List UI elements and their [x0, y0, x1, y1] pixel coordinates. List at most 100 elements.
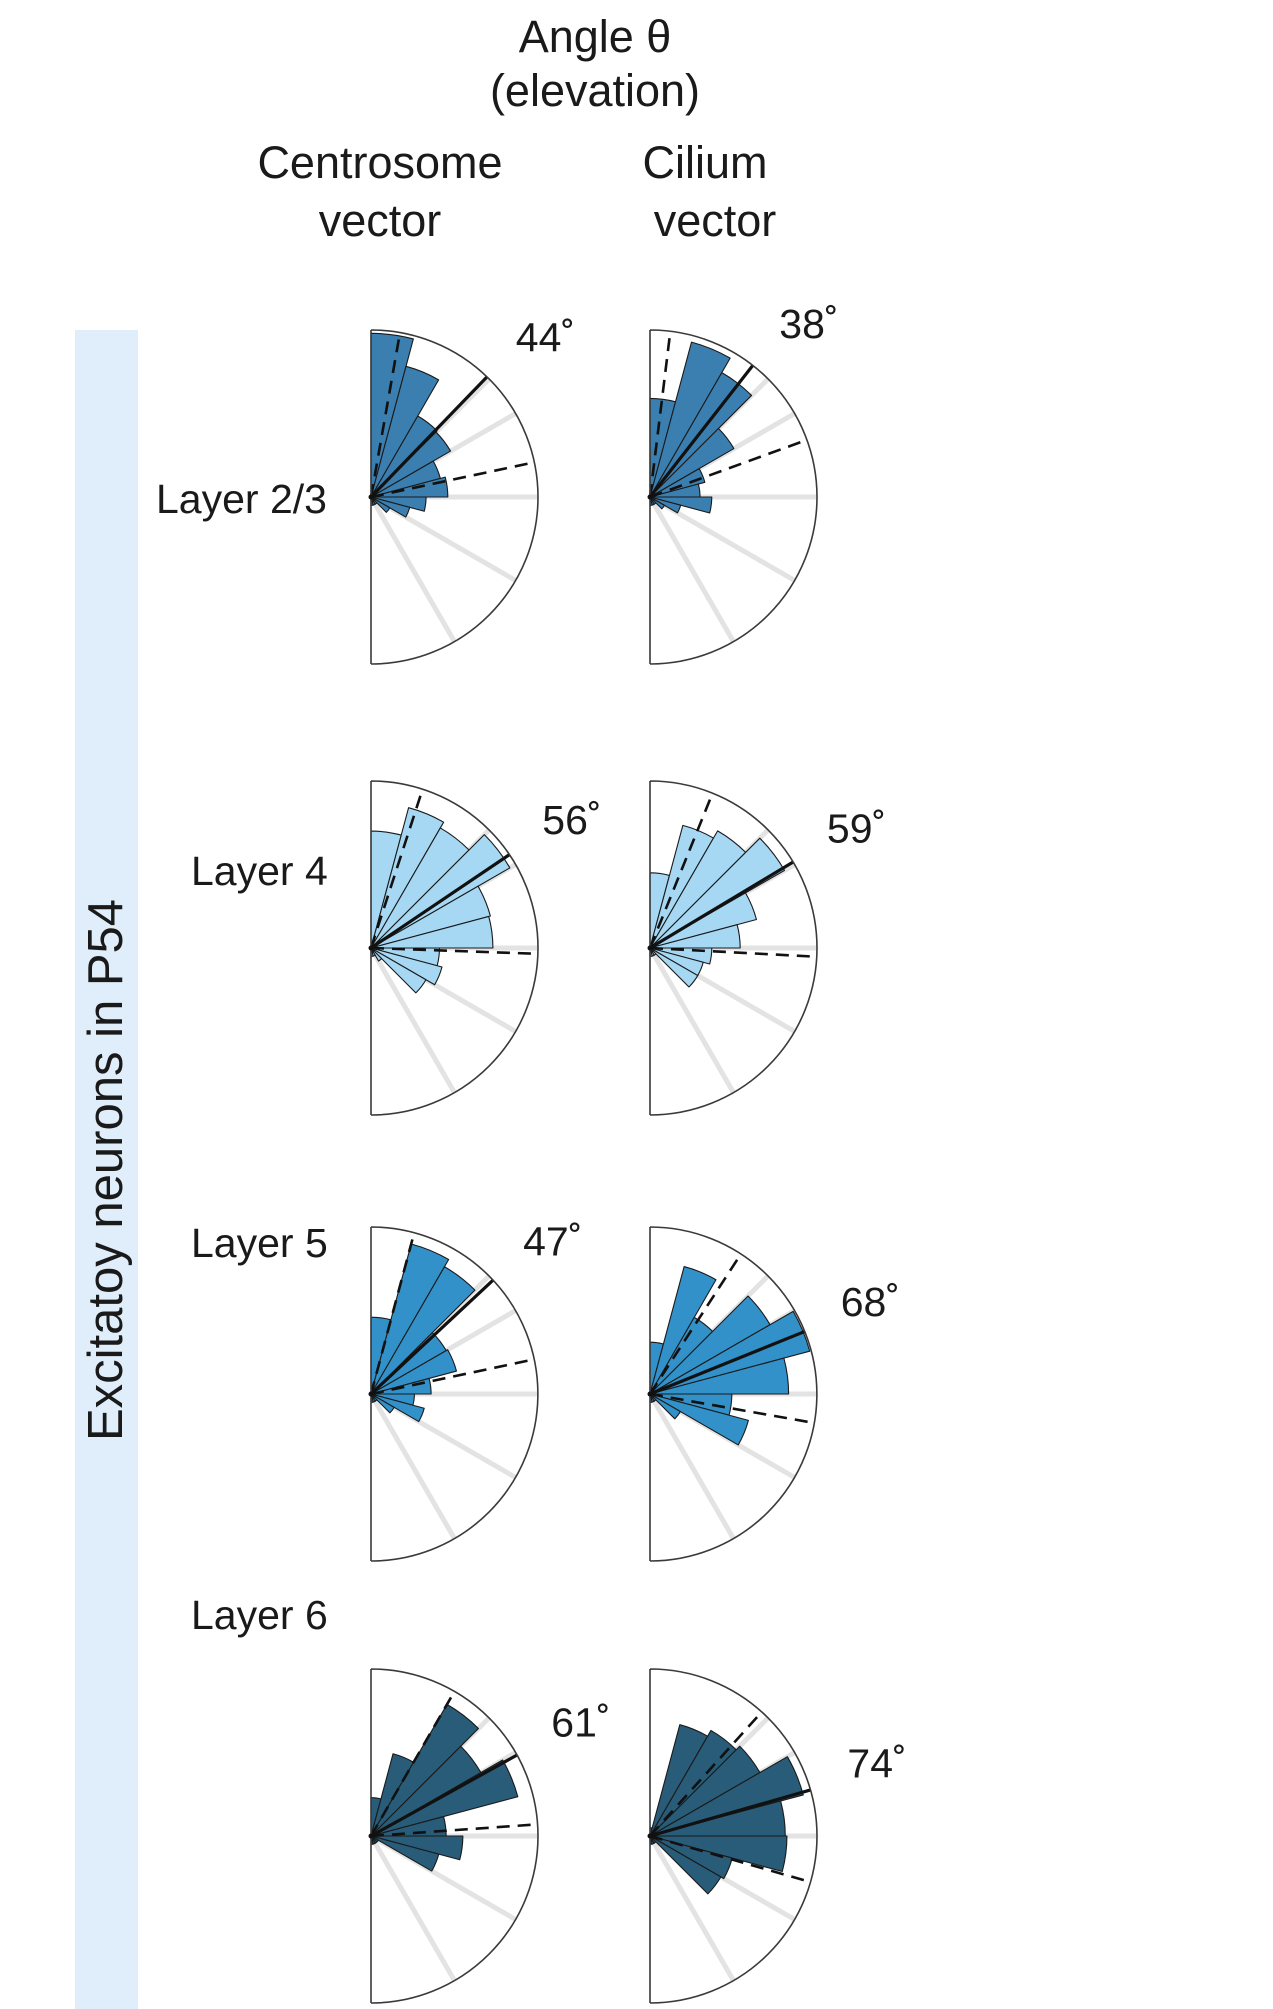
panel-layer-4-cilium-bar-6: [649, 924, 741, 949]
panel-layer-5-centrosome-bar-9: [370, 1393, 395, 1414]
panel-layer-4-cilium-mean-label: 59˚: [827, 806, 886, 852]
panel-layer-5-centrosome-bound-line-1: [369, 1232, 416, 1395]
panel-layer-5-cilium-bar-8: [649, 1393, 749, 1446]
panel-layer-4-centrosome-bound-line-2: [370, 946, 538, 956]
panel-layer-2-3-centrosome-origin: [368, 494, 374, 500]
panel-layer-6-cilium-mean-label: 74˚: [847, 1741, 906, 1787]
panel-layer-4-cilium: 59˚: [647, 780, 886, 1116]
panel-layer-6-cilium-bar-8: [649, 1835, 733, 1880]
panel-layer-4-centrosome-mean-line: [370, 853, 511, 950]
panel-layer-2-3-centrosome-bar-4: [370, 431, 452, 498]
panel-layer-2-3-centrosome-mean-line: [369, 375, 489, 499]
panel-layer-4-centrosome-grid-line: [368, 946, 457, 1094]
panel-layer-2-3-cilium: 38˚: [647, 301, 839, 665]
panel-layer-5-cilium-grid-line: [647, 1392, 736, 1540]
panel-layer-4-centrosome-bar-4: [370, 834, 511, 949]
header-elevation: (elevation): [489, 65, 701, 116]
panel-layer-4-cilium-bar-5: [649, 892, 758, 949]
row-label-layer-5: Layer 5: [191, 1220, 328, 1266]
panel-layer-4-cilium-grid-line: [647, 946, 736, 1094]
panel-layer-4-centrosome: 56˚: [368, 780, 602, 1116]
panel-layer-5-cilium-mean-line: [649, 1329, 806, 1396]
panel-layer-2-3-cilium-bar-2: [649, 341, 731, 498]
panel-layer-2-3-centrosome-bar-9: [370, 496, 391, 513]
panel-layer-6-cilium: 74˚: [647, 1668, 907, 2004]
panel-layer-5-cilium-bar-2: [649, 1266, 717, 1395]
panel-layer-2-3-centrosome-bar-2: [370, 365, 440, 498]
panel-layer-4-centrosome-mean-label: 56˚: [542, 797, 601, 843]
panel-layer-4-cilium-bar-9: [649, 947, 699, 988]
panel-layer-5-cilium-bound-line-1: [648, 1253, 743, 1395]
panel-layer-5-centrosome-origin: [368, 1391, 374, 1397]
panel-layer-6-cilium-mean-line: [649, 1788, 811, 1838]
panel-layer-5-cilium: 68˚: [647, 1226, 900, 1562]
panel-layer-2-3-cilium-grid-line: [647, 495, 736, 643]
panel-layer-6-cilium-bar-5: [649, 1756, 804, 1837]
panel-layer-5-cilium-bound-line-2: [649, 1392, 815, 1425]
panel-layer-6-centrosome-origin: [368, 1833, 374, 1839]
panel-layer-2-3-centrosome-mean-label: 44˚: [516, 314, 575, 360]
panel-layer-6-centrosome-bound-line-1: [369, 1690, 456, 1837]
panel-layer-5-centrosome-bound-line-2: [370, 1358, 535, 1396]
panel-layer-2-3-centrosome-bound-line-1: [369, 332, 402, 498]
column-header-centrosome: Centrosome: [257, 137, 503, 188]
panel-layer-4-centrosome-bar-2: [370, 807, 445, 949]
panel-layer-6-centrosome-grid-line: [368, 1834, 457, 1982]
panel-layer-2-3-cilium-bar-4: [649, 427, 735, 498]
panel-layer-2-3-cilium-origin: [647, 494, 653, 500]
panel-layer-2-3-centrosome-bar-6: [370, 476, 449, 498]
panel-layer-2-3-centrosome-bound-line-2: [370, 461, 535, 499]
panel-layer-4-centrosome-bar-5: [370, 885, 491, 949]
panel-layer-6-cilium-grid-line: [647, 1834, 736, 1982]
panel-layer-5-centrosome-bar-6: [370, 1377, 432, 1395]
panel-layer-4-centrosome-bar-8: [370, 947, 443, 986]
panel-layer-5-centrosome-mean-label: 47˚: [523, 1219, 582, 1265]
panel-layer-6-centrosome-bound-line-2: [370, 1823, 538, 1838]
panel-layer-4-cilium-bound-line-2: [649, 946, 817, 959]
panel-layer-4-cilium-origin: [647, 945, 653, 951]
column-header-centrosome-vector: vector: [318, 195, 442, 246]
panel-layer-4-centrosome-bar-9: [370, 947, 427, 994]
panel-layer-2-3-centrosome-bar-3: [370, 415, 438, 498]
panel-layer-4-cilium-bound-line-1: [648, 792, 714, 949]
column-header-cilium-vector: vector: [653, 195, 777, 246]
row-label-layer-6: Layer 6: [191, 1592, 328, 1638]
panel-layer-6-cilium-origin: [647, 1833, 653, 1839]
panel-layer-2-3-cilium-bar-5: [649, 468, 706, 498]
row-label-layer-4: Layer 4: [191, 848, 328, 894]
panel-layer-5-centrosome-bar-3: [370, 1266, 476, 1395]
panel-layer-4-centrosome-bar-10: [370, 947, 383, 962]
panel-layer-5-cilium-bar-6: [649, 1357, 790, 1395]
panel-layer-6-cilium-bound-line-1: [649, 1711, 763, 1837]
panel-layer-6-cilium-bar-9: [649, 1835, 722, 1895]
panel-layer-2-3-centrosome: 44˚: [368, 314, 575, 665]
panel-layer-4-cilium-mean-line: [649, 860, 794, 950]
side-label-band: [75, 330, 138, 2009]
panel-layer-5-centrosome-bar-8: [370, 1393, 425, 1423]
panel-layer-5-centrosome-mean-line: [369, 1278, 495, 1396]
panel-layer-6-cilium-bound-line-2: [649, 1834, 811, 1884]
panel-layer-2-3-cilium-mean-label: 38˚: [779, 301, 838, 347]
panel-layer-2-3-cilium-bound-line-2: [649, 438, 808, 499]
panel-layer-2-3-cilium-bound-line-1: [648, 331, 672, 498]
panel-layer-5-centrosome: 47˚: [368, 1219, 582, 1562]
panel-layer-6-centrosome-mean-label: 61˚: [551, 1700, 610, 1746]
panel-layer-4-centrosome-bound-line-1: [369, 788, 424, 949]
panel-layer-5-cilium-mean-label: 68˚: [841, 1279, 900, 1325]
row-label-layer-2-3: Layer 2/3: [156, 476, 327, 522]
panel-layer-6-centrosome-mean-line: [370, 1753, 518, 1838]
header-angle-theta: Angle θ: [518, 11, 672, 62]
panel-layer-5-centrosome-grid-line: [368, 1392, 457, 1540]
column-header-cilium: Cilium: [642, 137, 768, 188]
panel-layer-5-cilium-bar-9: [649, 1393, 681, 1420]
panel-layer-6-centrosome-bar-8: [370, 1835, 440, 1872]
panel-layer-6-centrosome: 61˚: [368, 1668, 611, 2004]
panel-layer-4-cilium-bar-4: [649, 837, 786, 949]
panel-layer-4-centrosome-origin: [368, 945, 374, 951]
panel-layer-4-centrosome-bar-6: [370, 915, 494, 949]
panel-layer-2-3-centrosome-grid-line: [368, 495, 457, 643]
panel-layer-5-cilium-origin: [647, 1391, 653, 1397]
panel-layer-2-3-cilium-mean-line: [648, 364, 755, 498]
panel-layer-5-centrosome-bar-5: [370, 1349, 458, 1395]
